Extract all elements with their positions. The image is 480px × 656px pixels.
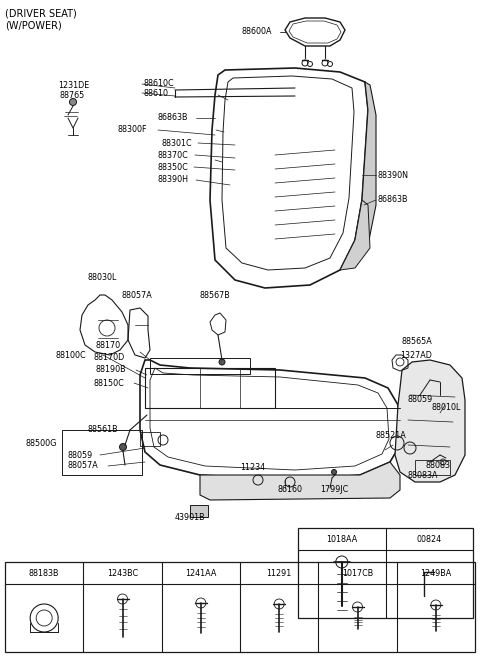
Text: 1231DE: 1231DE <box>58 81 89 89</box>
Text: 43901B: 43901B <box>175 514 205 522</box>
Bar <box>415 460 450 475</box>
Text: 1243BC: 1243BC <box>107 569 138 577</box>
Polygon shape <box>395 360 465 482</box>
Text: 88521A: 88521A <box>375 430 406 440</box>
Bar <box>140 432 160 446</box>
Text: 88083A: 88083A <box>408 470 439 480</box>
Text: 11291: 11291 <box>266 569 292 577</box>
Text: 88010L: 88010L <box>432 403 461 413</box>
Bar <box>62 430 142 475</box>
Circle shape <box>70 98 76 106</box>
Polygon shape <box>340 200 370 270</box>
Text: 88600A: 88600A <box>242 28 273 37</box>
Text: 1018AA: 1018AA <box>326 535 358 544</box>
Text: 88500G: 88500G <box>25 438 56 447</box>
Text: 88083: 88083 <box>425 461 450 470</box>
Text: 88057A: 88057A <box>68 462 99 470</box>
Text: 86160: 86160 <box>278 485 303 495</box>
Text: 88100C: 88100C <box>55 350 85 359</box>
Text: 1799JC: 1799JC <box>320 485 348 495</box>
Text: 86863B: 86863B <box>157 113 188 123</box>
Text: 88565A: 88565A <box>402 337 433 346</box>
Text: 88370C: 88370C <box>158 150 189 159</box>
Text: 1017CB: 1017CB <box>342 569 373 577</box>
Circle shape <box>120 443 127 451</box>
Text: 88610C: 88610C <box>143 79 174 89</box>
Text: 88170: 88170 <box>95 340 120 350</box>
Text: 88561B: 88561B <box>88 426 119 434</box>
Text: 1241AA: 1241AA <box>185 569 216 577</box>
Text: 88390H: 88390H <box>158 176 189 184</box>
Text: 1327AD: 1327AD <box>400 350 432 359</box>
Text: 88350C: 88350C <box>157 163 188 171</box>
Text: 88059: 88059 <box>408 396 433 405</box>
Bar <box>5 562 475 652</box>
Bar <box>145 368 275 408</box>
Text: 88030L: 88030L <box>88 274 118 283</box>
Text: 1249BA: 1249BA <box>420 569 452 577</box>
Text: 88183B: 88183B <box>29 569 60 577</box>
Bar <box>150 358 250 374</box>
Text: 88610: 88610 <box>143 89 168 98</box>
Circle shape <box>219 359 225 365</box>
Text: (DRIVER SEAT): (DRIVER SEAT) <box>5 9 77 19</box>
Text: 88170D: 88170D <box>93 352 124 361</box>
Text: 88190B: 88190B <box>95 365 126 375</box>
Text: 88301C: 88301C <box>162 138 192 148</box>
Text: (W/POWER): (W/POWER) <box>5 21 62 31</box>
Bar <box>298 528 473 618</box>
Bar <box>190 505 208 517</box>
Text: 11234: 11234 <box>240 464 265 472</box>
Text: 88150C: 88150C <box>93 379 124 388</box>
Text: 86863B: 86863B <box>378 195 408 205</box>
Text: 88765: 88765 <box>60 91 85 100</box>
Text: 00824: 00824 <box>417 535 442 544</box>
Text: 88057A: 88057A <box>122 291 153 300</box>
Text: 88300F: 88300F <box>118 125 147 134</box>
Text: 88567B: 88567B <box>200 291 231 300</box>
Polygon shape <box>200 462 400 500</box>
Text: 88390N: 88390N <box>378 171 409 180</box>
Polygon shape <box>355 82 376 245</box>
Circle shape <box>332 470 336 474</box>
Text: 88059: 88059 <box>68 451 93 459</box>
